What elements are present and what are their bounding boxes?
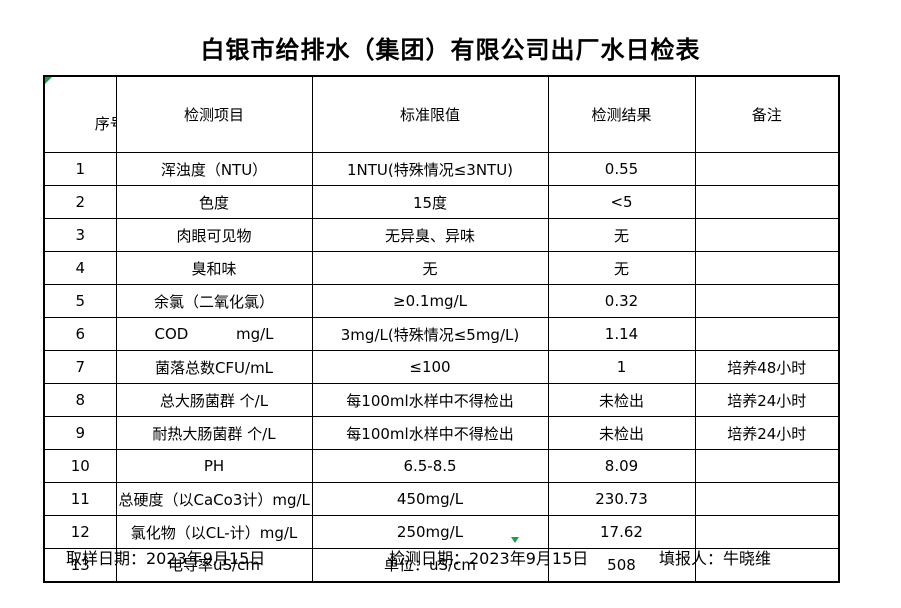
table-row: 10 PH 6.5-8.5 8.09 [43, 449, 840, 483]
cell-corner-marker-icon [45, 77, 52, 84]
cell-index: 8 [43, 383, 117, 417]
cell-result: 未检出 [547, 383, 696, 417]
cell-item: 氯化物（以CL-计）mg/L [115, 515, 313, 549]
cell-remark: 培养24小时 [694, 383, 840, 417]
cell-result: 508 [547, 548, 696, 582]
cell-item: 臭和味 [115, 251, 313, 285]
cell-limit: 250mg/L [311, 515, 549, 549]
column-header-index: 序号 [43, 75, 117, 153]
column-header-result: 检测结果 [547, 75, 696, 153]
cell-index: 2 [43, 185, 117, 219]
cell-index: 12 [43, 515, 117, 549]
selection-marker-icon [511, 537, 519, 543]
cell-index: 3 [43, 218, 117, 252]
cell-result: 8.09 [547, 449, 696, 483]
cell-limit: 1NTU(特殊情况≤3NTU) [311, 152, 549, 186]
table-row: 11 总硬度（以CaCo3计）mg/L 450mg/L 230.73 [43, 482, 840, 516]
table-row: 4 臭和味 无 无 [43, 251, 840, 285]
table-row: 1 浑浊度（NTU） 1NTU(特殊情况≤3NTU) 0.55 [43, 152, 840, 186]
cell-limit: 3mg/L(特殊情况≤5mg/L) [311, 317, 549, 351]
cell-result: 无 [547, 218, 696, 252]
cell-index: 7 [43, 350, 117, 384]
cell-index: 11 [43, 482, 117, 516]
cell-remark: 培养48小时 [694, 350, 840, 384]
cell-remark [694, 284, 840, 318]
table-row: 12 氯化物（以CL-计）mg/L 250mg/L 17.62 [43, 515, 840, 549]
cell-item: 色度 [115, 185, 313, 219]
cell-remark [694, 482, 840, 516]
cell-remark [694, 317, 840, 351]
table-row: 13 电导率uS/cm 单位：uS/cm 508 [43, 548, 840, 582]
cell-result: 0.32 [547, 284, 696, 318]
cell-limit: ≥0.1mg/L [311, 284, 549, 318]
page-title: 白银市给排水（集团）有限公司出厂水日检表 [200, 36, 701, 64]
cell-item: 菌落总数CFU/mL [115, 350, 313, 384]
cell-limit: 每100ml水样中不得检出 [311, 416, 549, 450]
cell-result: 17.62 [547, 515, 696, 549]
cell-index: 4 [43, 251, 117, 285]
cell-item: COD mg/L [115, 317, 313, 351]
cell-item: PH [115, 449, 313, 483]
cell-index: 9 [43, 416, 117, 450]
table-row: 8 总大肠菌群 个/L 每100ml水样中不得检出 未检出 培养24小时 [43, 383, 840, 417]
cell-remark [694, 218, 840, 252]
cell-limit: 15度 [311, 185, 549, 219]
cell-remark: 培养24小时 [694, 416, 840, 450]
inspection-table: 序号 检测项目 标准限值 检测结果 备注 1 浑浊度（NTU） 1NTU(特殊情… [43, 75, 840, 583]
column-header-index-label: 序号 [94, 115, 115, 133]
table-row: 6 COD mg/L 3mg/L(特殊情况≤5mg/L) 1.14 [43, 317, 840, 351]
cell-item: 电导率uS/cm [115, 548, 313, 582]
cell-limit: 6.5-8.5 [311, 449, 549, 483]
cell-index: 10 [43, 449, 117, 483]
table-row: 9 耐热大肠菌群 个/L 每100ml水样中不得检出 未检出 培养24小时 [43, 416, 840, 450]
sampling-date: 取样日期：2023年9月15日 [66, 549, 266, 568]
cell-result: 0.55 [547, 152, 696, 186]
column-header-item: 检测项目 [115, 75, 313, 153]
cell-limit: 无异臭、异味 [311, 218, 549, 252]
cell-remark [694, 515, 840, 549]
table-row: 2 色度 15度 <5 [43, 185, 840, 219]
cell-index: 6 [43, 317, 117, 351]
header-row: 序号 检测项目 标准限值 检测结果 备注 [43, 75, 840, 153]
cell-index: 5 [43, 284, 117, 318]
table-row: 3 肉眼可见物 无异臭、异味 无 [43, 218, 840, 252]
cell-result: 未检出 [547, 416, 696, 450]
cell-index: 13 [43, 548, 117, 582]
cell-result: <5 [547, 185, 696, 219]
cell-remark [694, 152, 840, 186]
cell-remark [694, 251, 840, 285]
cell-item: 耐热大肠菌群 个/L [115, 416, 313, 450]
table-row: 7 菌落总数CFU/mL ≤100 1 培养48小时 [43, 350, 840, 384]
cell-item: 总硬度（以CaCo3计）mg/L [115, 482, 313, 516]
cell-limit: 450mg/L [311, 482, 549, 516]
cell-result: 1.14 [547, 317, 696, 351]
cell-result: 无 [547, 251, 696, 285]
cell-remark [694, 449, 840, 483]
reporter: 填报人：牛晓维 [659, 549, 772, 568]
cell-remark [694, 185, 840, 219]
cell-item: 浑浊度（NTU） [115, 152, 313, 186]
cell-item: 总大肠菌群 个/L [115, 383, 313, 417]
cell-remark [694, 548, 840, 582]
column-header-limit: 标准限值 [311, 75, 549, 153]
column-header-remark: 备注 [694, 75, 840, 153]
cell-item: 余氯（二氧化氯） [115, 284, 313, 318]
cell-limit: 无 [311, 251, 549, 285]
cell-result: 1 [547, 350, 696, 384]
cell-result: 230.73 [547, 482, 696, 516]
test-date: 检测日期：2023年9月15日 [389, 549, 589, 568]
cell-index: 1 [43, 152, 117, 186]
table-row: 5 余氯（二氧化氯） ≥0.1mg/L 0.32 [43, 284, 840, 318]
cell-limit: ≤100 [311, 350, 549, 384]
cell-limit: 每100ml水样中不得检出 [311, 383, 549, 417]
cell-item: 肉眼可见物 [115, 218, 313, 252]
